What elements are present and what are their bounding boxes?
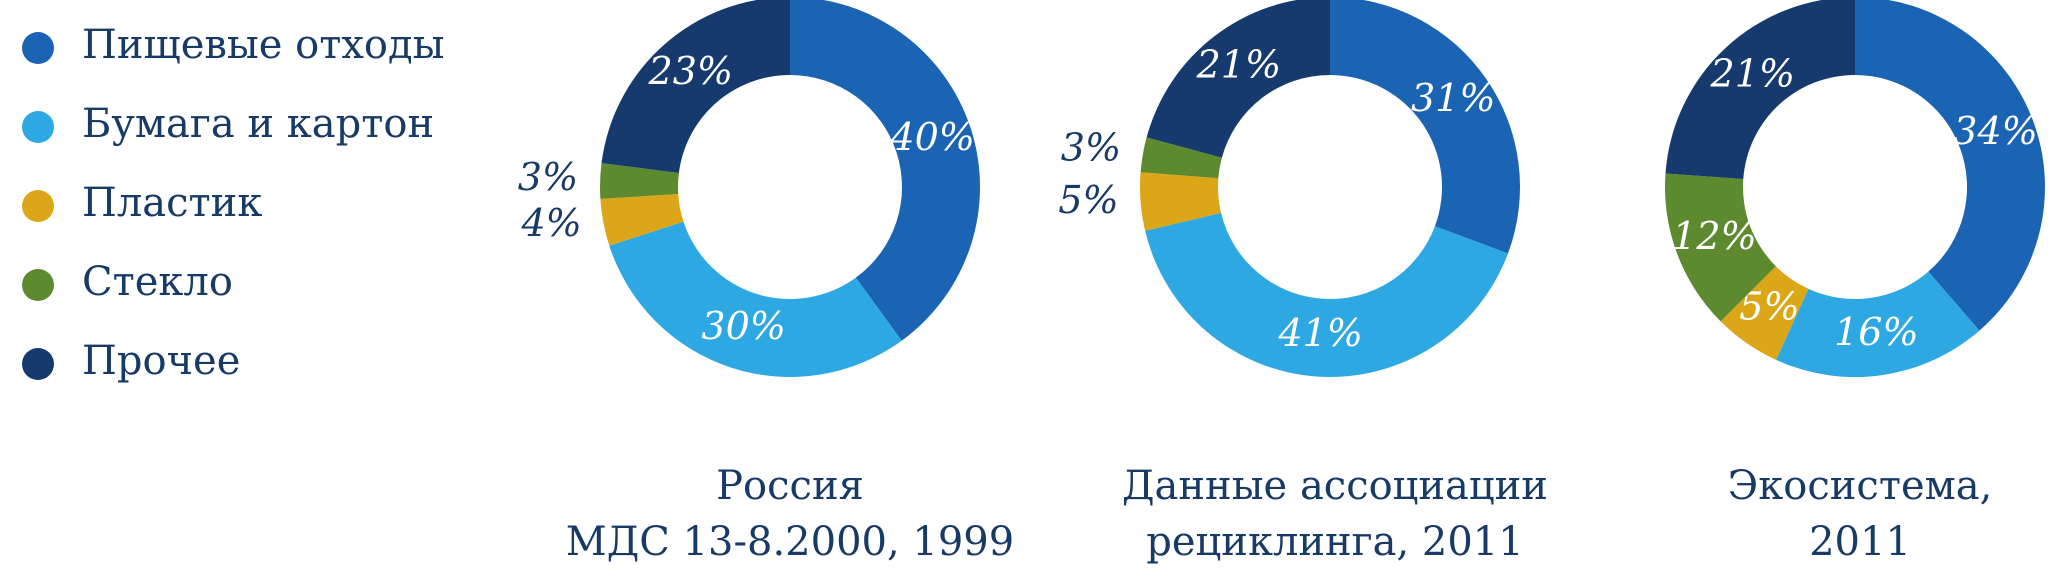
donut-chart-2: 31% 41% 5% 3% 21%: [1058, 0, 1520, 378]
slice-plastic: [600, 194, 684, 246]
data-label-food-waste: 34%: [1953, 109, 2037, 153]
data-label-plastic: 5%: [1058, 178, 1118, 222]
data-label-glass: 3%: [518, 155, 578, 199]
legend-label: Прочее: [82, 338, 241, 384]
legend-swatch-other: [22, 348, 54, 380]
legend-label: Стекло: [82, 259, 233, 305]
slice-other: [1146, 0, 1330, 158]
slice-other: [1665, 0, 1855, 180]
chart-caption-ecosystem: Экосистема, 2011: [1690, 458, 2030, 570]
slice-paper: [1776, 271, 1980, 378]
data-label-other: 23%: [648, 49, 733, 93]
legend-label: Пластик: [82, 180, 263, 226]
caption-line-2: рециклинга, 2011: [1146, 519, 1524, 565]
legend-swatch-paper: [22, 111, 54, 143]
legend-label: Бумага и картон: [82, 101, 435, 147]
slice-food-waste: [1855, 0, 2045, 331]
data-label-paper: 30%: [701, 304, 785, 348]
caption-line-2: МДС 13-8.2000, 1999: [565, 519, 1015, 565]
data-label-paper: 41%: [1277, 311, 1362, 355]
legend-swatch-food-waste: [22, 32, 54, 64]
slice-paper: [609, 221, 902, 378]
data-label-paper: 16%: [1834, 310, 1918, 354]
slice-glass: [1665, 173, 1776, 322]
slice-food-waste: [1330, 0, 1520, 254]
data-label-food-waste: 40%: [889, 115, 974, 159]
caption-line-1: Россия: [716, 463, 864, 509]
caption-line-1: Экосистема,: [1727, 463, 1993, 509]
chart-caption-russia: Россия МДС 13-8.2000, 1999: [545, 458, 1035, 570]
slice-paper: [1145, 212, 1508, 378]
caption-line-2: 2011: [1809, 519, 1911, 565]
donut-chart-1: 40% 30% 4%3% 23%: [518, 0, 980, 378]
data-label-glass: 3%: [1061, 125, 1121, 169]
data-label-food-waste: 31%: [1411, 76, 1495, 120]
data-label-plastic: 4%: [520, 201, 581, 245]
caption-line-1: Данные ассоциации: [1122, 463, 1548, 509]
data-label-other: 21%: [1196, 42, 1281, 86]
chart-caption-recycling: Данные ассоциации рециклинга, 2011: [1090, 458, 1580, 570]
slice-plastic: [1140, 172, 1222, 231]
data-label-other: 21%: [1710, 52, 1795, 96]
slice-plastic: [1720, 266, 1809, 360]
donut-chart-3: 34%16%5%12%21%: [1665, 0, 2045, 378]
legend-swatch-plastic: [22, 190, 54, 222]
legend-label: Пищевые отходы: [82, 22, 445, 68]
legend-swatch-glass: [22, 269, 54, 301]
data-label-glass: 12%: [1672, 214, 1756, 258]
slice-glass: [600, 163, 679, 199]
slice-food-waste: [790, 0, 980, 341]
slice-glass: [1140, 137, 1222, 179]
slice-other: [601, 0, 790, 173]
